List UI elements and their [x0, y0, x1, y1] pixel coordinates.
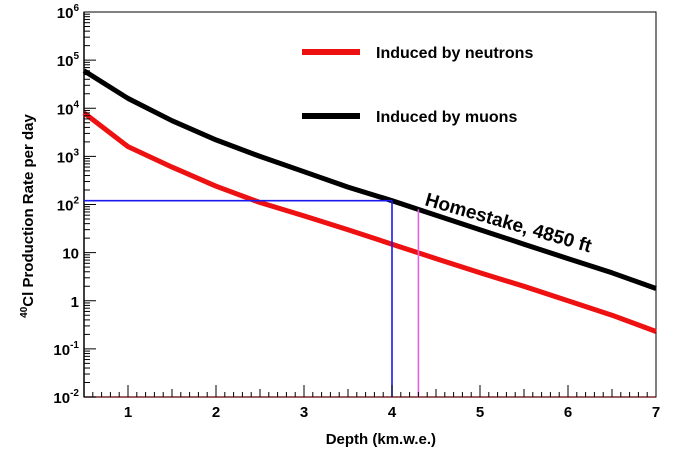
x-tick-label: 3 [300, 404, 308, 421]
series-line-neutrons [82, 110, 657, 334]
y-tick-label: 106 [57, 3, 80, 22]
y-axis-title-text: Cl Production Rate per day [20, 114, 37, 307]
y-tick-label: 103 [57, 147, 80, 166]
y-tick-label: 10-2 [53, 388, 79, 407]
x-tick-label: 5 [476, 404, 484, 421]
x-tick-label: 1 [124, 404, 132, 421]
x-tick-label: 4 [388, 404, 397, 421]
reference-lines [84, 199, 420, 397]
y-tick-label: 10 [62, 246, 79, 263]
series-line-muons [82, 68, 657, 291]
axis-titles: Depth (km.w.e.) 40Cl Production Rate per… [19, 114, 436, 448]
legend-label-neutrons: Induced by neutrons [376, 45, 533, 62]
y-tick-label: 102 [57, 196, 80, 215]
y-tick-label: 105 [57, 51, 80, 70]
x-tick-label: 6 [564, 404, 572, 421]
x-tick-label: 7 [652, 404, 660, 421]
x-axis-title: Depth (km.w.e.) [326, 431, 436, 448]
y-tick-label: 104 [57, 99, 80, 118]
y-axis-title-superscript: 40 [19, 306, 30, 318]
y-tick-label: 10-1 [53, 340, 79, 359]
y-axis-title: 40Cl Production Rate per day [19, 114, 37, 318]
series-layer [82, 68, 657, 334]
legend-label-muons: Induced by muons [376, 109, 517, 126]
x-tick-label: 2 [212, 404, 220, 421]
legend: Induced by neutrons Induced by muons [302, 45, 533, 126]
y-tick-label: 1 [71, 294, 79, 311]
axes: 1 2 3 4 5 6 7 10-2 10-1 1 10 102 103 104 105 106 [53, 3, 660, 421]
